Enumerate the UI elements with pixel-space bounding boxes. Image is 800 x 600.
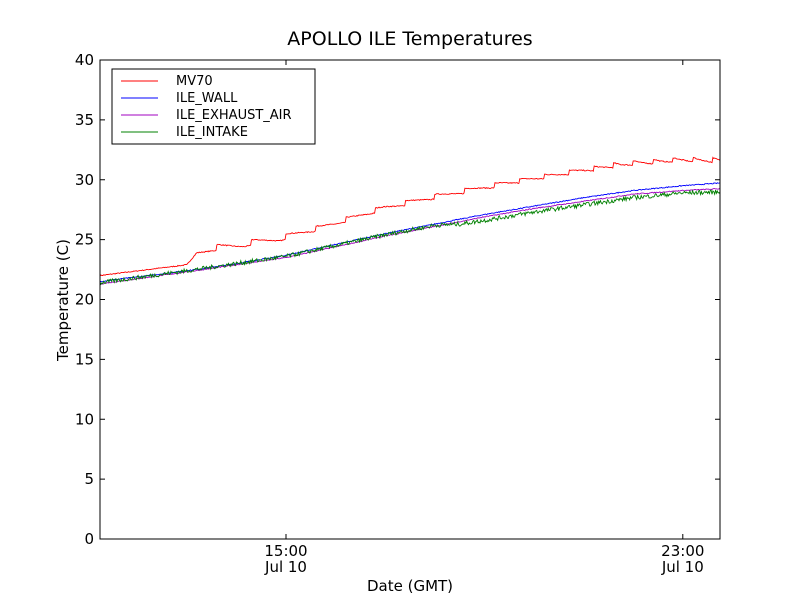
- x-tick-label-time: 15:00: [264, 542, 307, 560]
- y-tick-label: 15: [75, 350, 94, 368]
- y-tick-label: 5: [84, 470, 94, 488]
- series-line-ile-wall: [99, 182, 721, 283]
- x-tick-label-date: Jul 10: [661, 558, 704, 576]
- y-tick-label: 20: [75, 291, 94, 309]
- series-line-mv70: [99, 156, 721, 277]
- x-tick-label-time: 23:00: [661, 542, 704, 560]
- y-tick-label: 0: [84, 530, 94, 548]
- chart-title: APOLLO ILE Temperatures: [287, 28, 532, 50]
- y-axis-label: Temperature (C): [54, 239, 72, 362]
- legend-label: ILE_INTAKE: [176, 125, 248, 140]
- y-tick-label: 40: [75, 51, 94, 69]
- y-tick-label: 10: [75, 410, 94, 428]
- x-tick-label-date: Jul 10: [264, 558, 307, 576]
- y-tick-label: 35: [75, 111, 94, 129]
- legend: MV70 ILE_WALL ILE_EXHAUST_AIR ILE_INTAKE: [111, 68, 316, 145]
- y-tick-label: 30: [75, 171, 94, 189]
- legend-label: MV70: [176, 74, 213, 89]
- legend-label: ILE_EXHAUST_AIR: [176, 108, 292, 123]
- legend-label: ILE_WALL: [176, 91, 238, 106]
- x-axis-label: Date (GMT): [367, 577, 453, 595]
- y-tick-label: 25: [75, 231, 94, 249]
- series-line-ile-intake: [99, 189, 721, 286]
